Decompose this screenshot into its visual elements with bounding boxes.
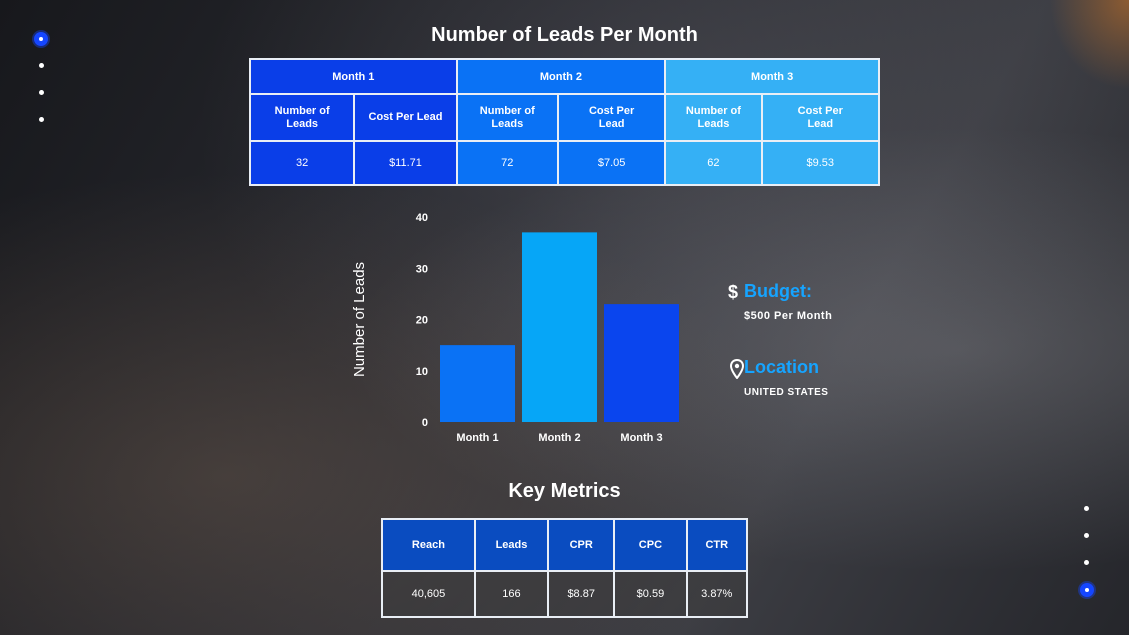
x-tick-label: Month 3 bbox=[620, 432, 662, 444]
bar bbox=[440, 345, 515, 422]
metric-header: CTR bbox=[685, 518, 748, 572]
column-header: Number of Leads bbox=[664, 93, 763, 142]
month-header: Month 2 bbox=[455, 58, 667, 95]
key-metrics-title: Key Metrics bbox=[508, 480, 621, 502]
cpl-value: $7.05 bbox=[556, 140, 667, 186]
leads-table-header-row: Month 1 Month 2 Month 3 bbox=[249, 58, 880, 95]
budget-title: Budget: bbox=[744, 281, 812, 301]
metric-value: 3.87% bbox=[685, 570, 748, 618]
location-title: Location bbox=[744, 357, 819, 377]
y-axis-label: Number of Leads bbox=[351, 262, 368, 377]
metric-value: 166 bbox=[473, 570, 550, 618]
slide-dot[interactable] bbox=[1084, 533, 1089, 538]
location-value: UNITED STATES bbox=[744, 387, 829, 398]
metric-header: Reach bbox=[381, 518, 476, 572]
metric-value: $0.59 bbox=[613, 570, 688, 618]
slide-dot[interactable] bbox=[39, 117, 44, 122]
y-tick-label: 0 bbox=[422, 417, 428, 429]
column-header: Cost Per Lead bbox=[353, 93, 458, 142]
column-header: Cost Per Lead bbox=[556, 93, 667, 142]
cpl-value: $11.71 bbox=[353, 140, 458, 186]
leads-table-value-row: 32 $11.71 72 $7.05 62 $9.53 bbox=[248, 140, 881, 186]
leads-table: Month 1 Month 2 Month 3 Number of Leads … bbox=[248, 58, 881, 186]
map-pin-icon bbox=[730, 359, 744, 379]
leads-bar-chart: 0 10 20 30 40 Number of Leads Month 1 Month 2 Mo… bbox=[351, 212, 679, 444]
slide-dot-active[interactable] bbox=[1080, 583, 1094, 597]
column-header: Number of Leads bbox=[455, 93, 559, 142]
key-metrics-table: Reach Leads CPR CPC CTR 40,605 166 $8.87… bbox=[381, 518, 748, 618]
month-header: Month 1 bbox=[249, 58, 458, 95]
background-glow bbox=[1049, 0, 1129, 90]
y-tick-label: 10 bbox=[416, 366, 428, 378]
y-tick-label: 40 bbox=[416, 212, 428, 224]
slide-dot[interactable] bbox=[39, 63, 44, 68]
metric-header: CPC bbox=[613, 518, 688, 572]
slide-dot[interactable] bbox=[1084, 560, 1089, 565]
column-header: Number of Leads bbox=[248, 93, 356, 142]
leads-value: 32 bbox=[248, 140, 356, 186]
budget-value: $500 Per Month bbox=[744, 310, 833, 322]
leads-value: 62 bbox=[664, 140, 763, 186]
metrics-header-row: Reach Leads CPR CPC CTR bbox=[381, 518, 748, 572]
metrics-value-row: 40,605 166 $8.87 $0.59 3.87% bbox=[381, 570, 748, 618]
slide-dot-active[interactable] bbox=[34, 32, 48, 46]
x-tick-label: Month 2 bbox=[538, 432, 580, 444]
y-tick-label: 30 bbox=[416, 263, 428, 275]
bar bbox=[522, 232, 597, 422]
dollar-icon: $ bbox=[728, 282, 738, 302]
leads-table-subheader-row: Number of Leads Cost Per Lead Number of … bbox=[248, 93, 881, 142]
page-title: Number of Leads Per Month bbox=[431, 24, 698, 46]
y-tick-label: 20 bbox=[416, 315, 428, 327]
metric-value: 40,605 bbox=[381, 570, 476, 618]
svg-text:$: $ bbox=[728, 282, 738, 302]
metric-header: CPR bbox=[547, 518, 616, 572]
metric-header: Leads bbox=[473, 518, 550, 572]
column-header: Cost Per Lead bbox=[760, 93, 881, 142]
slide-dot[interactable] bbox=[1084, 506, 1089, 511]
month-header: Month 3 bbox=[664, 58, 880, 95]
leads-value: 72 bbox=[455, 140, 559, 186]
x-tick-label: Month 1 bbox=[456, 432, 498, 444]
cpl-value: $9.53 bbox=[760, 140, 881, 186]
metric-value: $8.87 bbox=[547, 570, 616, 618]
bar bbox=[604, 304, 679, 422]
slide-dot[interactable] bbox=[39, 90, 44, 95]
